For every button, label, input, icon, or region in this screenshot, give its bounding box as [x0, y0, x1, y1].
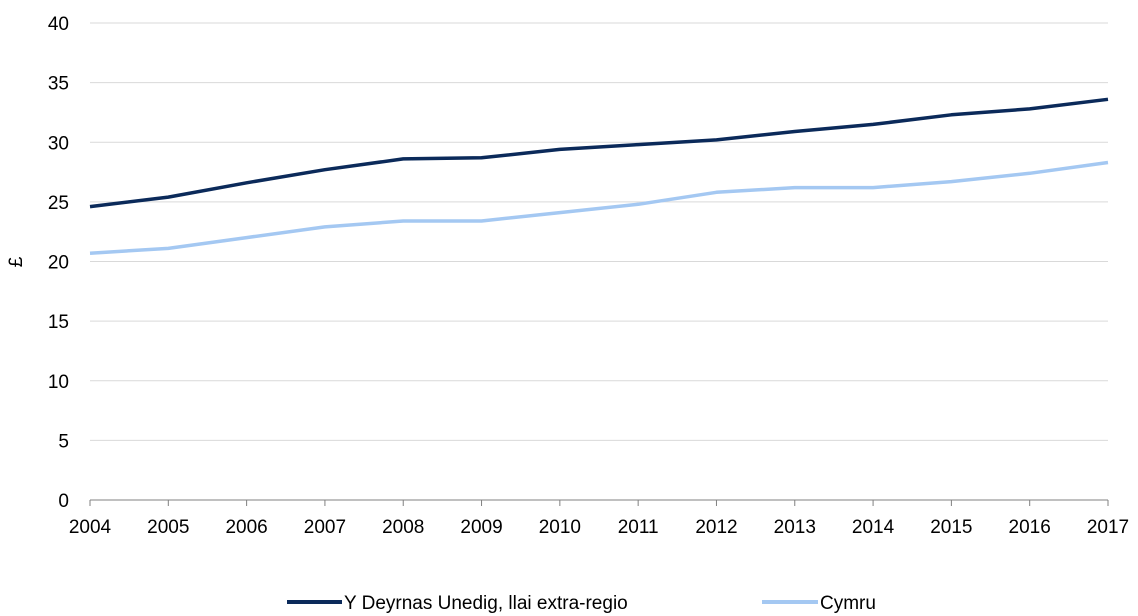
y-tick-label: 30 — [48, 133, 69, 154]
x-tick-label: 2015 — [930, 517, 972, 538]
x-tick-label: 2004 — [69, 517, 112, 538]
series-line-1 — [89, 97, 1109, 209]
x-tick-label: 2005 — [147, 517, 189, 538]
x-tick-label: 2007 — [304, 517, 346, 538]
x-tick-label: 2006 — [225, 517, 267, 538]
series-lines — [89, 97, 1109, 255]
y-tick-label: 25 — [48, 193, 69, 214]
y-tick-label: 40 — [48, 14, 69, 35]
x-tick-label: 2017 — [1087, 517, 1129, 538]
y-tick-label: 20 — [48, 253, 69, 274]
x-tick-label: 2011 — [618, 517, 659, 538]
legend-item: Cymru — [762, 593, 876, 614]
legend-item: Y Deyrnas Unedig, llai extra-regio — [287, 593, 628, 614]
x-tick-label: 2012 — [695, 517, 737, 538]
x-axis — [89, 499, 1109, 506]
x-axis-tick-labels: 2004 2005 2006 2007 2008 2009 2010 2011 2012 2013… — [69, 517, 1129, 538]
y-tick-label: 0 — [58, 491, 69, 512]
legend-label: Cymru — [820, 593, 876, 614]
y-tick-label: 35 — [48, 74, 69, 95]
y-tick-label: 5 — [58, 431, 69, 452]
x-tick-label: 2010 — [539, 517, 581, 538]
x-tick-label: 2008 — [382, 517, 424, 538]
y-axis-label: £ — [6, 256, 27, 267]
x-tick-label: 2016 — [1009, 517, 1051, 538]
x-tick-label: 2013 — [774, 517, 816, 538]
y-tick-label: 15 — [48, 312, 69, 333]
y-axis-tick-labels: 0 5 10 15 20 25 30 35 40 — [48, 14, 69, 512]
gridlines — [90, 22, 1108, 441]
x-tick-label: 2009 — [460, 517, 502, 538]
x-tick-label: 2014 — [852, 517, 895, 538]
series-line-2 — [89, 160, 1109, 255]
legend: Y Deyrnas Unedig, llai extra-regio Cymru — [287, 593, 876, 614]
y-tick-label: 10 — [48, 372, 69, 393]
legend-label: Y Deyrnas Unedig, llai extra-regio — [344, 593, 628, 614]
